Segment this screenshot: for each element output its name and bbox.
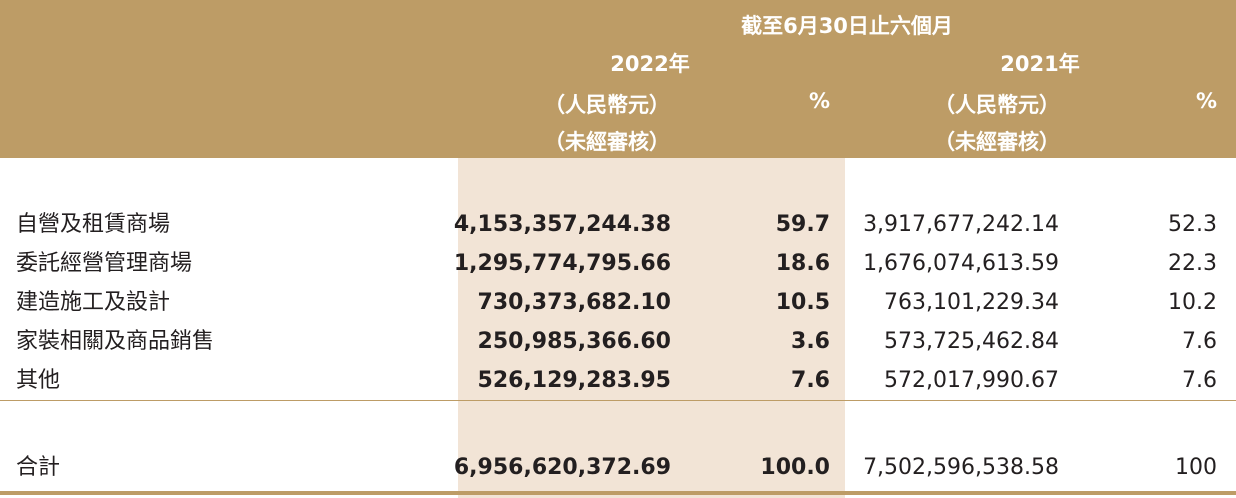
amount-2021: 572,017,990.67 xyxy=(884,368,1059,393)
audit-2022-label: （未經審核） xyxy=(544,130,670,154)
row-label: 家裝相關及商品銷售 xyxy=(16,329,215,354)
table-row: 家裝相關及商品銷售 250,985,366.60 3.6 573,725,462… xyxy=(0,324,1236,360)
amount-2022: 250,985,366.60 xyxy=(477,329,671,354)
total-label: 合計 xyxy=(16,455,61,480)
amount-2022: 526,129,283.95 xyxy=(477,368,671,393)
pct-2022: 10.5 xyxy=(775,290,830,315)
total-amount-2021: 7,502,596,538.58 xyxy=(863,455,1059,480)
audit-2021-label: （未經審核） xyxy=(934,130,1060,154)
year-2021-heading: 2021年 xyxy=(1000,52,1080,76)
row-label: 建造施工及設計 xyxy=(16,290,171,315)
table-header: 截至6月30日止六個月 2022年 2021年 （人民幣元） （未經審核） （人… xyxy=(0,0,1236,158)
amount-2022: 4,153,357,244.38 xyxy=(453,212,671,237)
row-label: 委託經營管理商場 xyxy=(16,251,193,276)
subtotal-divider xyxy=(0,400,1236,401)
amount-2022: 730,373,682.10 xyxy=(477,290,671,315)
amount-2021: 763,101,229.34 xyxy=(884,290,1059,315)
highlight-column-2022 xyxy=(458,158,845,498)
amount-2021: 1,676,074,613.59 xyxy=(863,251,1059,276)
pct-2021: 7.6 xyxy=(1182,329,1217,354)
pct-2022: 3.6 xyxy=(791,329,830,354)
period-heading: 截至6月30日止六個月 xyxy=(741,14,953,38)
currency-2022-label: （人民幣元） xyxy=(544,93,670,117)
pct-2021-heading: % xyxy=(1195,89,1217,113)
amount-2021: 3,917,677,242.14 xyxy=(863,212,1059,237)
row-label: 自營及租賃商場 xyxy=(16,212,171,237)
total-row: 合計 6,956,620,372.69 100.0 7,502,596,538.… xyxy=(0,450,1236,486)
pct-2021: 10.2 xyxy=(1168,290,1217,315)
pct-2021: 22.3 xyxy=(1168,251,1217,276)
year-2022-heading: 2022年 xyxy=(610,52,690,76)
total-pct-2022: 100.0 xyxy=(760,455,830,480)
pct-2021: 52.3 xyxy=(1168,212,1217,237)
total-pct-2021: 100 xyxy=(1175,455,1217,480)
amount-2022: 1,295,774,795.66 xyxy=(453,251,671,276)
pct-2022: 18.6 xyxy=(775,251,830,276)
currency-2021-label: （人民幣元） xyxy=(934,93,1060,117)
table-row: 其他 526,129,283.95 7.6 572,017,990.67 7.6 xyxy=(0,363,1236,399)
pct-2022: 59.7 xyxy=(775,212,830,237)
pct-2022-heading: % xyxy=(808,89,830,113)
table-row: 自營及租賃商場 4,153,357,244.38 59.7 3,917,677,… xyxy=(0,207,1236,243)
row-label: 其他 xyxy=(16,368,61,393)
amount-2021: 573,725,462.84 xyxy=(884,329,1059,354)
table-row: 委託經營管理商場 1,295,774,795.66 18.6 1,676,074… xyxy=(0,246,1236,282)
pct-2021: 7.6 xyxy=(1182,368,1217,393)
pct-2022: 7.6 xyxy=(791,368,830,393)
total-amount-2022: 6,956,620,372.69 xyxy=(453,455,671,480)
bottom-rule xyxy=(0,491,1236,495)
table-row: 建造施工及設計 730,373,682.10 10.5 763,101,229.… xyxy=(0,285,1236,321)
